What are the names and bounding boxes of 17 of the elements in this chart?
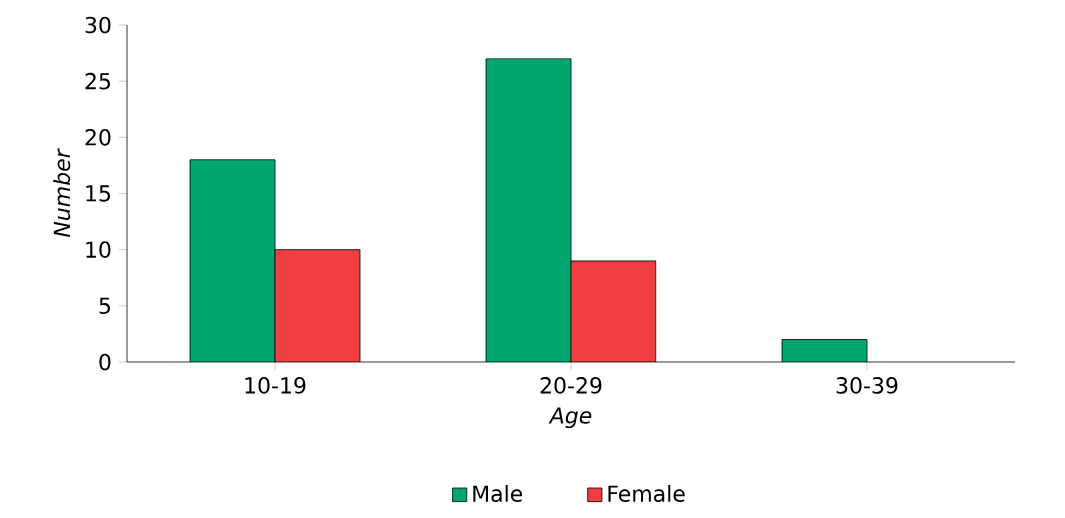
legend-label: Female <box>608 484 685 502</box>
bar <box>190 159 276 362</box>
y-axis-title: Number <box>53 148 71 238</box>
y-tick-label: 10 <box>86 241 111 258</box>
y-tick-label: 5 <box>99 297 111 314</box>
y-tick-label: 30 <box>85 16 111 34</box>
legend-label: Male <box>473 484 523 502</box>
bar <box>781 339 868 362</box>
x-tick-label: 30-39 <box>836 377 898 394</box>
x-axis-title: Age <box>548 407 592 429</box>
x-tick-label: 10-19 <box>245 377 306 394</box>
y-tick-label: 20 <box>85 129 111 146</box>
x-tick-label: 20-29 <box>540 377 602 394</box>
y-tick-label: 25 <box>85 72 111 90</box>
y-tick-label: 15 <box>86 185 111 202</box>
y-tick-label: 0 <box>99 353 111 371</box>
bar <box>486 58 572 362</box>
